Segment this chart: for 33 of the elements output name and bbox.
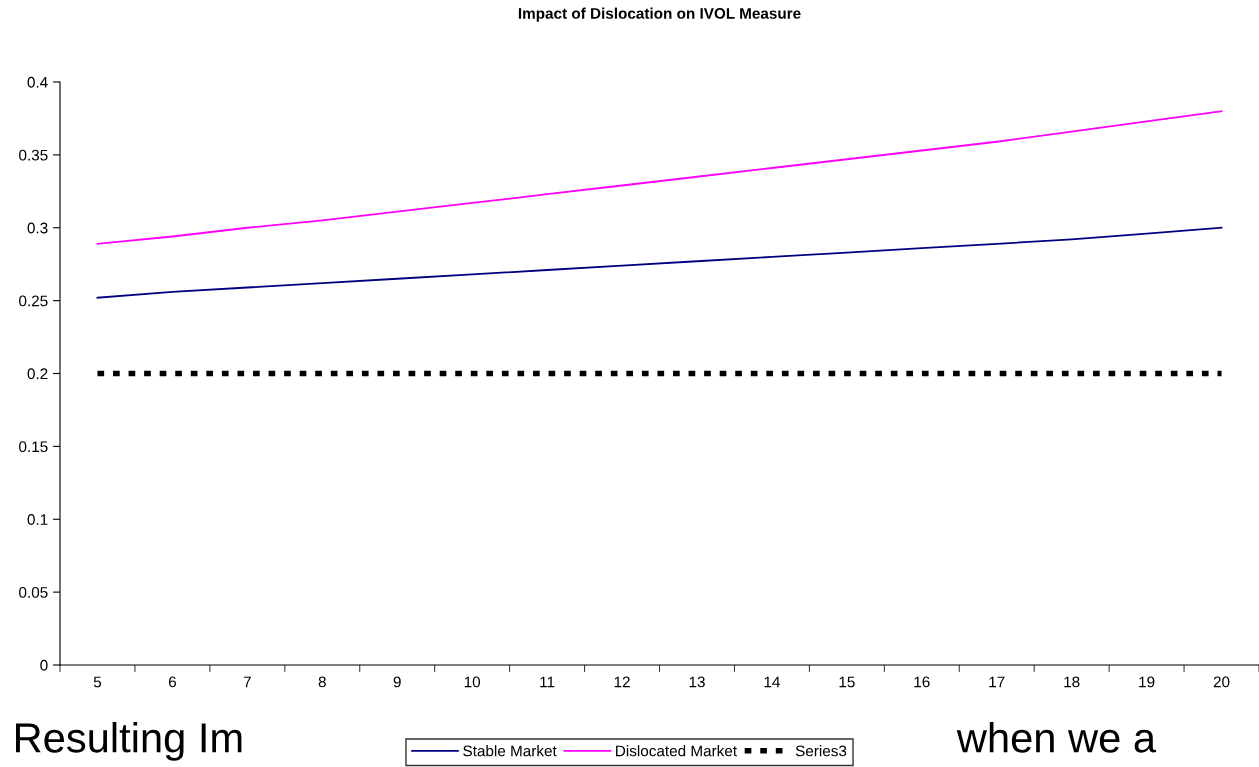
x-tick-label: 16 bbox=[914, 676, 930, 688]
line-series bbox=[96, 110, 1223, 245]
y-tick-label: 0 bbox=[40, 659, 48, 671]
x-tick-label: 19 bbox=[1139, 676, 1155, 688]
x-tick-label: 5 bbox=[93, 676, 102, 688]
x-tick-label: 12 bbox=[614, 676, 630, 688]
y-tick-label: 0.4 bbox=[27, 76, 48, 88]
x-tick-label: 8 bbox=[318, 676, 326, 688]
x-tick-label: 11 bbox=[540, 676, 555, 688]
x-tick-label: 9 bbox=[393, 676, 401, 688]
legend-label: Series3 bbox=[795, 745, 847, 757]
x-tick-label: 10 bbox=[464, 676, 481, 688]
x-tick-label: 14 bbox=[764, 676, 780, 688]
y-tick-label: 0.35 bbox=[19, 149, 48, 161]
legend-label: Stable Market bbox=[463, 745, 557, 757]
y-tick-label: 0.3 bbox=[27, 222, 48, 234]
x-tick-label: 13 bbox=[689, 676, 705, 688]
x-tick-label: 18 bbox=[1064, 676, 1080, 688]
chart-title: Impact of Dislocation on IVOL Measure bbox=[518, 7, 801, 22]
x-tick-label: 6 bbox=[168, 676, 176, 688]
x-tick-label: 15 bbox=[839, 676, 855, 688]
y-tick-label: 0.05 bbox=[19, 586, 48, 598]
y-tick-label: 0.15 bbox=[19, 441, 48, 453]
x-tick-label: 17 bbox=[989, 676, 1005, 688]
y-tick-label: 0.2 bbox=[27, 368, 48, 380]
text: when we a bbox=[956, 722, 1157, 753]
x-tick-label: 7 bbox=[243, 676, 251, 688]
x-tick-label: 20 bbox=[1213, 676, 1230, 688]
line-series bbox=[96, 226, 1223, 299]
text: Resulting Im bbox=[16, 722, 242, 761]
y-tick-label: 0.25 bbox=[19, 295, 48, 307]
y-tick-label: 0.1 bbox=[27, 514, 48, 525]
legend-label: Dislocated Market bbox=[616, 745, 737, 757]
